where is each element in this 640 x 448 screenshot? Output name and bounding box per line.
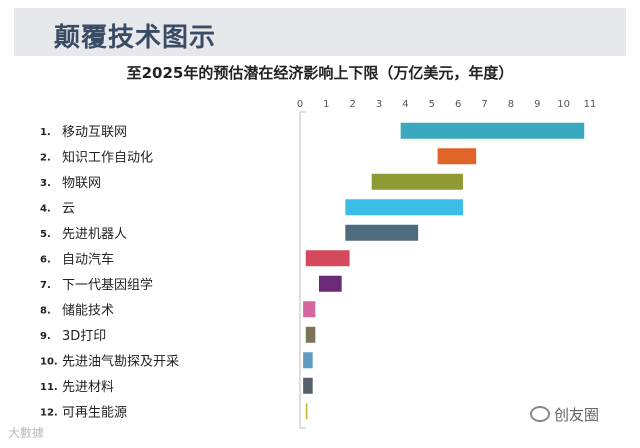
category-number: 6. <box>40 254 51 265</box>
category-number: 8. <box>40 305 51 316</box>
x-tick-label: 11 <box>584 99 597 110</box>
category-number: 1. <box>40 127 51 138</box>
category-label: 知识工作自动化 <box>62 149 153 165</box>
range-bar <box>302 300 317 319</box>
x-tick-label: 1 <box>323 99 329 110</box>
category-label: 物联网 <box>62 176 101 191</box>
x-tick-label: 8 <box>508 99 514 110</box>
watermark-text: 大數據 <box>8 426 45 440</box>
title-banner: 颠覆技术图示 <box>14 8 626 56</box>
category-number: 9. <box>40 331 51 342</box>
x-axis-bracket <box>299 111 306 429</box>
range-bar <box>436 147 478 166</box>
category-label: 可再生能源 <box>62 405 127 420</box>
category-number: 11. <box>40 382 58 393</box>
category-label: 先进油气勘探及开采 <box>62 353 179 369</box>
source-watermark: 大數據 <box>8 424 44 441</box>
x-tick-label: 6 <box>455 99 461 110</box>
range-bar <box>304 249 351 268</box>
category-label: 先进材料 <box>62 380 114 395</box>
range-bar <box>399 121 586 140</box>
x-tick-label: 9 <box>534 99 540 110</box>
category-number: 10. <box>40 356 58 367</box>
category-label: 3D打印 <box>62 329 106 344</box>
range-bar <box>302 376 314 395</box>
category-label: 先进机器人 <box>62 227 127 242</box>
range-bar <box>344 223 420 242</box>
range-bar <box>304 325 317 344</box>
page-title: 颠覆技术图示 <box>54 23 217 53</box>
range-bar <box>304 402 309 421</box>
x-tick-label: 3 <box>376 99 382 110</box>
category-label: 云 <box>62 201 75 216</box>
category-label: 移动互联网 <box>62 125 127 140</box>
x-tick-label: 10 <box>557 99 570 110</box>
chart-title: 至2025年的预估潜在经济影响上下限（万亿美元，年度） <box>126 64 514 82</box>
x-tick-label: 2 <box>350 99 356 110</box>
category-number: 4. <box>40 203 51 214</box>
range-bar <box>344 198 464 217</box>
brand-watermark: 创友圈 <box>530 404 599 425</box>
range-bar <box>370 172 464 191</box>
x-tick-label: 7 <box>481 99 487 110</box>
category-label: 储能技术 <box>62 303 114 318</box>
category-number: 7. <box>40 280 51 291</box>
brand-text: 创友圈 <box>554 406 600 424</box>
x-tick-label: 4 <box>402 99 408 110</box>
range-bar <box>302 351 314 370</box>
category-label: 下一代基因组学 <box>62 277 153 293</box>
category-number: 12. <box>40 407 58 418</box>
range-bar <box>317 274 343 293</box>
wechat-icon <box>530 406 550 422</box>
category-label: 自动汽车 <box>62 251 114 267</box>
category-number: 5. <box>40 229 51 240</box>
x-tick-label: 0 <box>297 99 303 110</box>
category-number: 3. <box>40 178 51 189</box>
category-number: 2. <box>40 152 51 163</box>
x-tick-label: 5 <box>429 99 435 110</box>
